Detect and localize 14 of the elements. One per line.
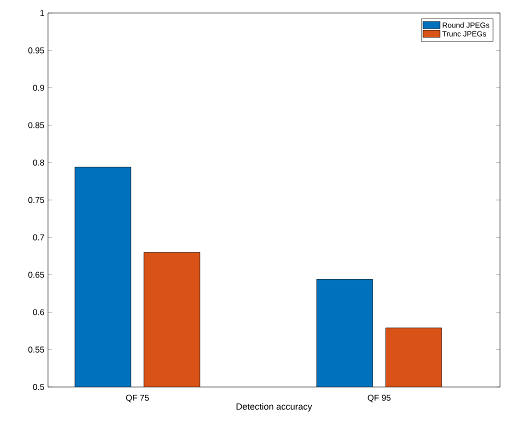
- y-tick-label: 0.7: [33, 234, 44, 240]
- x-axis-title: Detection accuracy: [236, 403, 312, 412]
- y-tick-label: 0.65: [28, 272, 44, 278]
- y-tick-label: 0.8: [33, 160, 44, 166]
- y-tick-label: 0.85: [28, 122, 44, 128]
- y-tick-label: 0.55: [28, 346, 44, 353]
- y-tick-label: 0.9: [33, 84, 44, 91]
- x-tick-label: QF 95: [368, 394, 391, 402]
- y-tick-label: 1: [40, 10, 44, 16]
- y-tick-label: 0.6: [33, 309, 44, 316]
- y-tick-label: 0.95: [28, 47, 44, 54]
- y-tick-label: 0.5: [33, 384, 44, 390]
- x-tick-label: QF 75: [126, 394, 149, 402]
- y-tick-label: 0.75: [28, 197, 44, 203]
